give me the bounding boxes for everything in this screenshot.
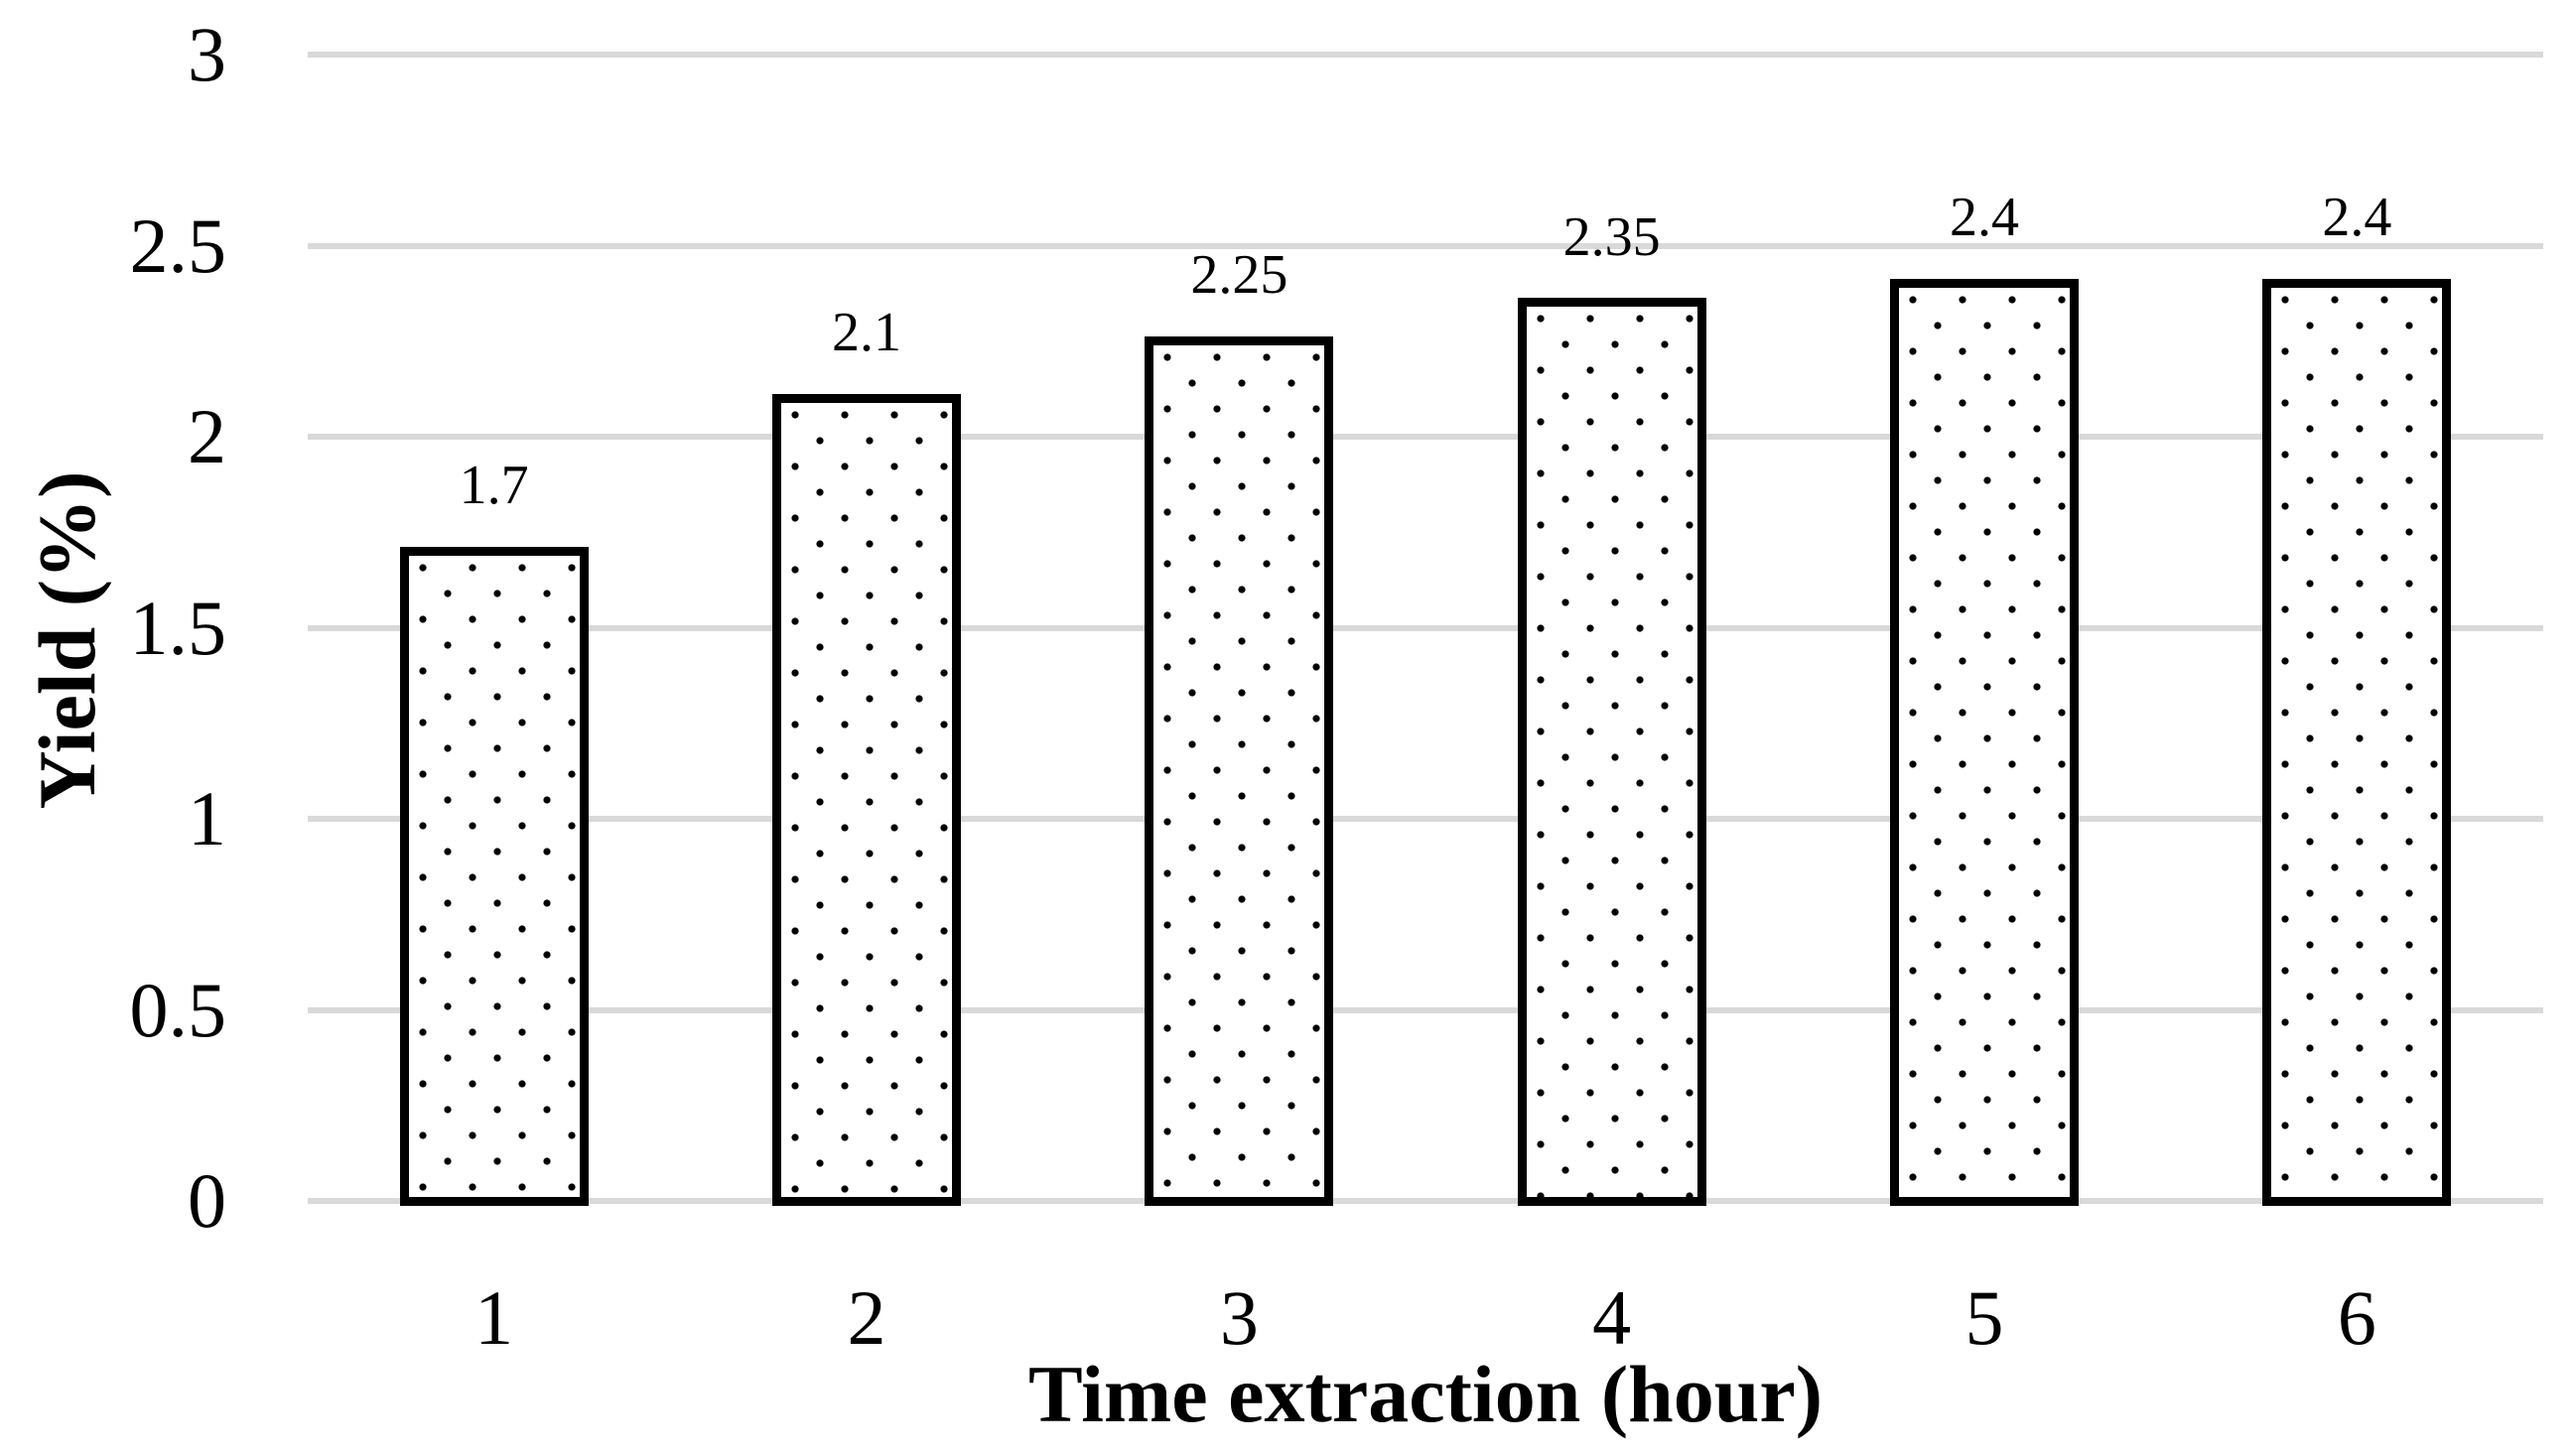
bar-value-label: 2.4: [2322, 187, 2392, 249]
bar-5: [1890, 279, 2079, 1206]
bar-value-label: 2.1: [832, 301, 901, 363]
y-axis-title: Yield (%): [22, 470, 112, 810]
y-tick-label: 3: [188, 11, 226, 97]
gridline-y-2.5: [308, 242, 2543, 249]
x-tick-label: 5: [1964, 1274, 2004, 1361]
gridline-y-0: [308, 1198, 2543, 1204]
y-tick-label: 1: [188, 775, 226, 861]
x-tick-label: 6: [2337, 1274, 2376, 1361]
y-tick-label: 0.5: [129, 966, 227, 1053]
bar-value-label: 2.25: [1190, 244, 1288, 307]
x-tick-label: 1: [474, 1274, 514, 1361]
gridline-y-2: [308, 434, 2543, 440]
y-tick-label: 1.5: [129, 584, 227, 671]
y-tick-label: 2.5: [129, 201, 227, 289]
bar-value-label: 2.4: [1950, 187, 2019, 249]
bar-1: [399, 546, 589, 1206]
gridline-y-1: [308, 816, 2543, 822]
x-tick-label: 2: [847, 1274, 886, 1361]
bar-6: [2262, 279, 2452, 1206]
bar-value-label: 2.35: [1562, 205, 1661, 268]
gridline-y-3: [308, 52, 2543, 58]
bar-3: [1145, 335, 1334, 1206]
x-axis-title: Time extraction (hour): [1027, 1349, 1824, 1439]
bar-value-label: 1.7: [459, 454, 529, 516]
bar-4: [1517, 298, 1706, 1206]
gridline-y-0.5: [308, 1006, 2543, 1013]
x-tick-label: 4: [1592, 1274, 1632, 1361]
bar-2: [772, 393, 961, 1206]
gridline-y-1.5: [308, 624, 2543, 631]
y-tick-label: 0: [188, 1157, 226, 1244]
x-tick-label: 3: [1219, 1274, 1259, 1361]
y-tick-label: 2: [188, 393, 226, 479]
